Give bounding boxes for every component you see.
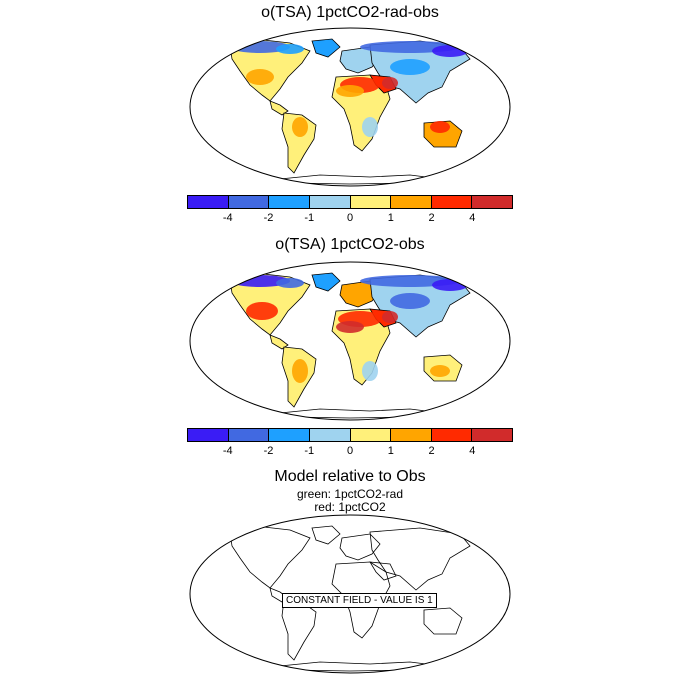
colorbar-tick-label: 1 [387, 212, 394, 224]
colorbar-1-labels: -4 -2 -1 0 1 2 4 [187, 212, 513, 226]
colorbar-tick-label: -4 [222, 445, 233, 457]
continent-au [423, 607, 463, 635]
map-border [189, 514, 511, 674]
colorbar-swatch [228, 429, 270, 441]
continent-me [369, 561, 397, 581]
colorbar-tick-label: 2 [428, 445, 435, 457]
colorbar-tick-label: -1 [304, 212, 315, 224]
continent-na [229, 38, 311, 102]
colorbar-swatch [309, 196, 351, 208]
colorbar-swatch [391, 196, 432, 208]
anomaly-patch [430, 121, 450, 133]
colorbar-1 [187, 195, 513, 209]
colorbar-tick-label: 4 [469, 445, 476, 457]
map-border [189, 261, 511, 421]
map-border [189, 27, 511, 187]
colorbar-swatch [391, 429, 432, 441]
colorbar-swatch [269, 196, 310, 208]
colorbar-swatch [269, 429, 310, 441]
panel1-title: o(TSA) 1pctCO2-rad-obs [261, 4, 439, 21]
anomaly-patch [292, 117, 308, 137]
colorbar-swatch [309, 429, 351, 441]
colorbar-tick-label: -4 [222, 212, 233, 224]
map-2 [189, 261, 511, 421]
map-1 [189, 27, 511, 187]
panel2-title: o(TSA) 1pctCO2-obs [275, 236, 425, 253]
colorbar-tick-label: 2 [428, 212, 435, 224]
anomaly-patch [292, 359, 308, 383]
anomaly-patch [382, 311, 398, 323]
colorbar-tick-label: 4 [469, 212, 476, 224]
colorbar-swatch [188, 196, 229, 208]
panel3-subtitle-red: red: 1pctCO2 [314, 500, 386, 514]
colorbar-tick-label: 0 [346, 212, 354, 224]
anomaly-patch [336, 85, 364, 97]
colorbar-swatch [228, 196, 270, 208]
colorbar-swatch [350, 429, 392, 441]
anomaly-patch [390, 59, 430, 75]
continent-eu [339, 533, 381, 561]
colorbar-tick-label: 1 [387, 445, 394, 457]
panel3-title: Model relative to Obs [274, 468, 426, 485]
anomaly-patch [362, 117, 378, 137]
continent-gr [311, 525, 341, 545]
colorbar-tick-label: -2 [263, 445, 274, 457]
continent-gr [311, 38, 341, 58]
colorbar-swatch [431, 196, 473, 208]
panel3-subtitle-green: green: 1pctCO2-rad [296, 487, 404, 501]
colorbar-2-labels: -4 -2 -1 0 1 2 4 [187, 445, 513, 459]
colorbar-tick-label: 0 [346, 445, 354, 457]
colorbar-swatch [431, 429, 473, 441]
colorbar-swatch [472, 429, 512, 441]
colorbar-2 [187, 428, 513, 442]
anomaly-patch [382, 77, 398, 89]
anomaly-patch [362, 361, 378, 381]
anomaly-patch [246, 69, 274, 85]
constant-field-message: CONSTANT FIELD - VALUE IS 1 [282, 593, 437, 608]
colorbar-swatch [350, 196, 392, 208]
colorbar-swatch [472, 196, 512, 208]
continent-gr [311, 272, 341, 292]
continent-na [229, 525, 311, 589]
anomaly-patch [246, 302, 278, 320]
anomaly-patch [430, 365, 450, 377]
colorbar-tick-label: -2 [263, 212, 274, 224]
colorbar-tick-label: -1 [304, 445, 315, 457]
anomaly-patch [276, 44, 304, 54]
anomaly-patch [276, 278, 304, 288]
anomaly-patch [390, 293, 430, 309]
colorbar-swatch [188, 429, 229, 441]
anomaly-patch [336, 321, 364, 333]
